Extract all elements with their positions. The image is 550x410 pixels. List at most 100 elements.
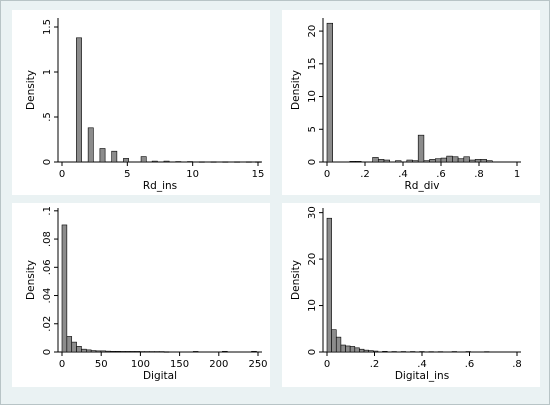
panel-2-y-tick-label: 15 [307, 57, 318, 70]
panel-3-x-tick-label: 50 [95, 359, 108, 370]
panel-4-bar [349, 346, 356, 353]
panel-3-x-axis-label: Digital [143, 370, 177, 382]
panel-1-bar [123, 158, 129, 163]
panel-4-bar [326, 217, 332, 353]
panel-3-bar [134, 351, 141, 353]
panel-3-bar [110, 350, 116, 353]
panel-3-bar [76, 346, 82, 353]
panel-2-bar [452, 156, 459, 163]
panel-2-bar [429, 159, 436, 163]
panel-4-y-tick-label: 0 [307, 349, 318, 355]
panel-3-bar [90, 350, 97, 353]
panel-4-x-tick-label: .8 [512, 359, 522, 370]
panel-4-bar [368, 350, 374, 353]
panel-4-bar [373, 350, 379, 353]
panel-2-bar [395, 160, 402, 163]
panel-3-y-tick-label: .04 [42, 288, 53, 304]
panel-3-bar [129, 351, 136, 353]
panel-4-bar [484, 351, 490, 353]
panel-2-x-axis-label: Rd_div [404, 180, 439, 192]
panel-2-x-tick-label: .6 [436, 169, 446, 180]
panel-1-bar [187, 161, 193, 163]
panel-3-x-tick-label: 250 [248, 359, 267, 370]
panel-3-bar [100, 350, 107, 353]
panel-4-x-tick-label: 0 [324, 359, 330, 370]
panel-1-bar [111, 150, 118, 163]
panel-1-x-tick-label: 15 [252, 169, 265, 180]
panel-2-x-tick-label: .4 [398, 169, 408, 180]
panel-1-x-tick-label: 5 [124, 169, 130, 180]
panel-1-bar [140, 156, 147, 163]
panel-4-x-axis-label: Digital_ins [395, 370, 449, 382]
panel-2-bar [326, 22, 333, 163]
panel-2-y-tick-label: 5 [307, 126, 318, 132]
panel-2-bar [486, 160, 493, 163]
panel-1-bar [76, 37, 82, 163]
panel-1-y-axis-label: Density [25, 70, 37, 110]
panel-2-bar [372, 157, 379, 163]
panel-1-y-tick-label: 0 [42, 159, 53, 165]
panel-4-bar [382, 351, 388, 353]
panel-4-bar [363, 349, 369, 353]
panel-3-bar [61, 224, 68, 353]
panel-2-y-axis-label: Density [290, 70, 302, 110]
panel-4-bar [428, 351, 434, 353]
panel-2-bar [463, 156, 470, 163]
panel-1-bar [222, 161, 229, 163]
panel-1-bar [198, 161, 205, 163]
panel-3-bar [149, 351, 155, 353]
panel-1-bar [210, 161, 217, 163]
panel-3-bar [144, 351, 150, 353]
panel-2-bar [412, 160, 419, 163]
panel-3-bar [71, 341, 77, 353]
panel-4-bar [345, 345, 351, 353]
panel-2-bar [457, 158, 465, 163]
panel-1-bar [234, 161, 241, 163]
panel-1-y-tick-label: .5 [42, 112, 53, 122]
panel-1-bar [245, 161, 252, 163]
panel-2-bar [417, 134, 425, 163]
panel-3-background [12, 203, 270, 387]
panel-4-bar [391, 351, 397, 353]
panel-3-x-tick-label: 100 [131, 359, 150, 370]
panel-4-bar [331, 329, 337, 353]
panel-3-bar [222, 350, 228, 353]
panel-3-bar [115, 350, 121, 353]
panel-4-y-axis-label: Density [290, 260, 302, 300]
panel-2-x-tick-label: .8 [474, 169, 484, 180]
panel-4-bar [359, 348, 365, 353]
panel-3-y-tick-label: .02 [42, 316, 53, 332]
panel-3-y-axis-label: Density [25, 260, 37, 300]
panel-4-bar [335, 336, 342, 353]
panel-2-x-tick-label: .2 [360, 169, 370, 180]
panel-1-bar [87, 127, 94, 163]
panel-4-x-tick-label: .4 [417, 359, 427, 370]
panel-3-y-tick-label: .1 [42, 206, 53, 216]
panel-3-bar [251, 350, 257, 353]
panel-1-bar [151, 160, 158, 163]
panel-4-bar [465, 351, 471, 353]
panel-1-background [12, 10, 270, 195]
panel-2-y-tick-label: 0 [307, 159, 318, 165]
panel-2-bar [440, 157, 447, 163]
panel-1-x-tick-label: 0 [59, 169, 65, 180]
panel-3-y-tick-label: .06 [42, 259, 53, 275]
panel-3-x-tick-label: 0 [59, 359, 65, 370]
panel-2-bar [377, 159, 385, 163]
panel-4-y-tick-label: 20 [307, 253, 318, 266]
panel-4-bar [400, 351, 407, 353]
panel-3-bar [124, 351, 131, 353]
panel-2-y-tick-label: 20 [307, 25, 318, 38]
panel-2-bar [349, 161, 356, 163]
panel-3-x-tick-label: 150 [170, 359, 189, 370]
panel-1-y-tick-label: 1 [42, 69, 53, 75]
panel-2-bar [480, 159, 487, 163]
panel-1-x-axis-label: Rd_ins [143, 180, 177, 192]
panel-3-bar [66, 336, 73, 353]
panel-4-bar [354, 347, 360, 353]
panel-3-bar [158, 351, 165, 353]
panel-2-y-tick-label: 10 [307, 90, 318, 103]
panel-1-x-tick-label: 10 [186, 169, 199, 180]
panel-4-bar [340, 344, 346, 353]
